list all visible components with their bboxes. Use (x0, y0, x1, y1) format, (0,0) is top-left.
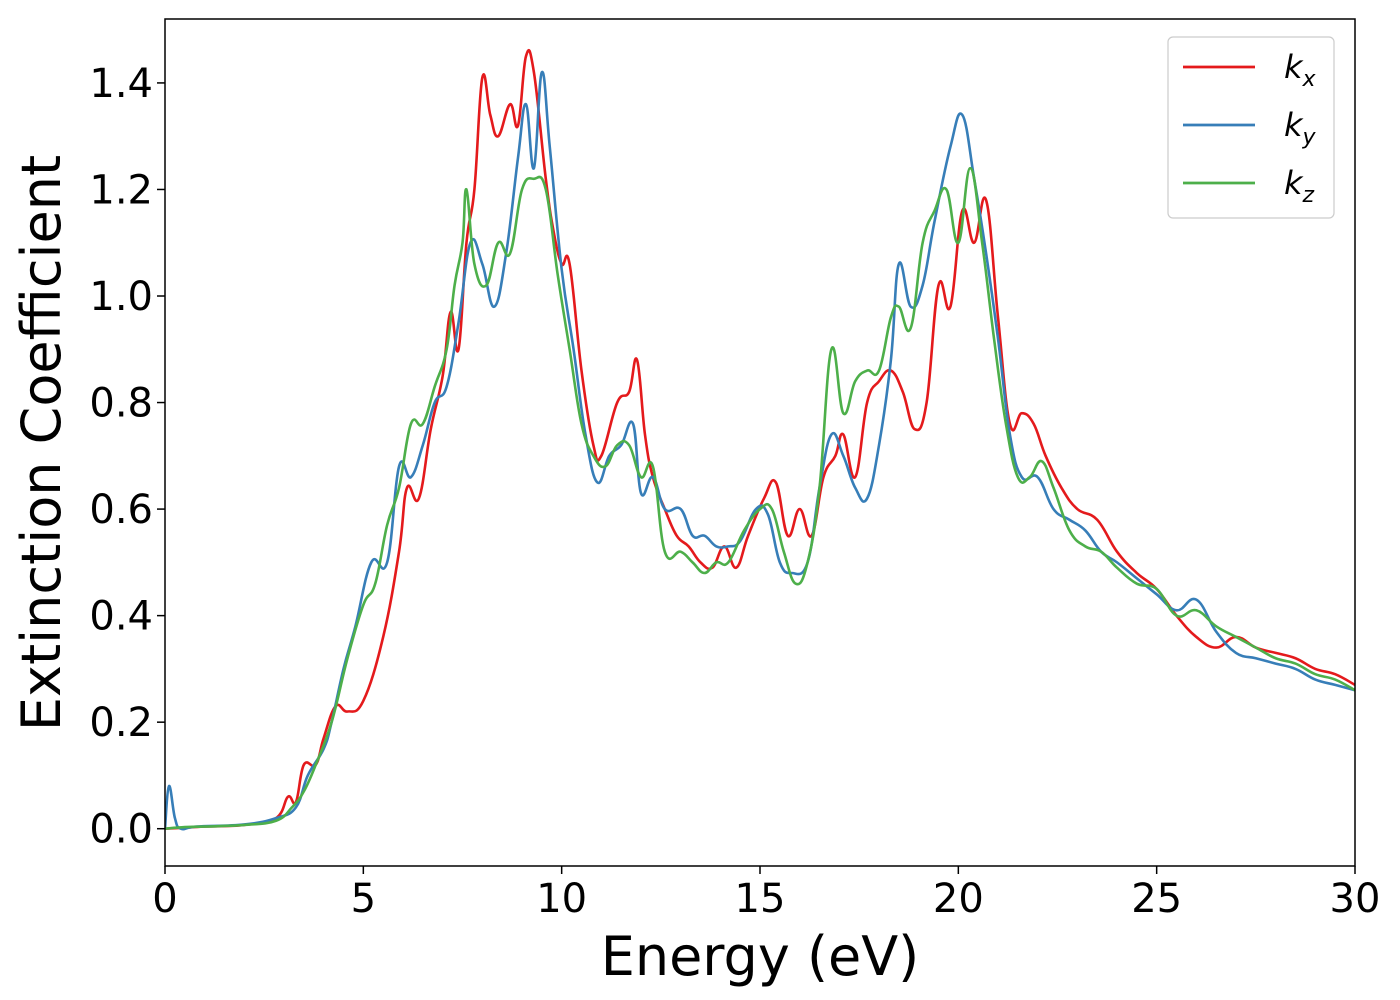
y-tick-label: 0.6 (89, 487, 153, 533)
x-tick-label: 15 (735, 876, 786, 922)
y-tick-label: 0.8 (89, 381, 153, 427)
y-axis-title: Extinction Coefficient (10, 155, 73, 731)
y-tick-label: 0.0 (89, 807, 153, 853)
y-tick-label: 0.4 (89, 594, 153, 640)
x-tick-label: 5 (351, 876, 376, 922)
y-tick-label: 1.4 (89, 61, 153, 107)
x-tick-label: 0 (152, 876, 177, 922)
x-tick-label: 30 (1330, 876, 1381, 922)
x-tick-label: 10 (536, 876, 587, 922)
x-tick-label: 25 (1131, 876, 1182, 922)
y-tick-label: 1.0 (89, 274, 153, 320)
x-tick-label: 20 (933, 876, 984, 922)
y-tick-label: 1.2 (89, 167, 153, 213)
series-line-kz (165, 168, 1355, 829)
y-tick-label: 0.2 (89, 700, 153, 746)
extinction-coefficient-chart: 0 5 10 15 20 25 30 0.0 0.2 0.4 0.6 0.8 1.0 1.2 1.4 En… (0, 0, 1400, 1000)
x-axis-ticks: 0 5 10 15 20 25 30 (152, 866, 1380, 922)
y-axis-ticks: 0.0 0.2 0.4 0.6 0.8 1.0 1.2 1.4 (89, 61, 165, 853)
x-axis-title: Energy (eV) (601, 925, 920, 988)
